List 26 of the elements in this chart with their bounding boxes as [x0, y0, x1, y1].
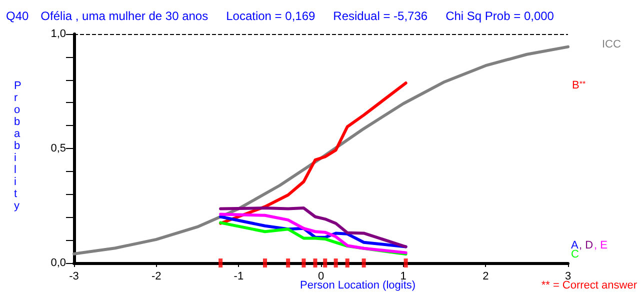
- x-tick-label: -3: [69, 270, 79, 282]
- text: ICC: [602, 38, 621, 50]
- text: Chi Sq Prob = 0,000: [446, 9, 554, 23]
- text: Residual = -5,736: [333, 9, 428, 23]
- line-series: [219, 212, 408, 254]
- text: C: [571, 248, 579, 260]
- x-tick-label: -2: [151, 270, 162, 282]
- text: , D: [579, 240, 594, 252]
- line-series: [219, 206, 408, 248]
- y-tick-label: 0,0: [50, 257, 66, 269]
- text: B**: [572, 80, 586, 92]
- x-tick-label: 1: [400, 270, 406, 282]
- chart-subtitle: Ofélia , uma mulher de 30 anos: [40, 9, 208, 23]
- line-series: [219, 82, 408, 225]
- chart-title: Q40: [6, 9, 30, 23]
- text: , E: [594, 240, 608, 252]
- x-tick-label: 2: [482, 270, 489, 282]
- text: Location = 0,169: [226, 9, 316, 23]
- line-series: [72, 45, 570, 256]
- x-axis-title: Person Location (logits): [300, 280, 416, 292]
- x-tick-label: 0: [318, 270, 324, 282]
- text: Probability: [14, 80, 22, 212]
- text: ** = Correct answer: [541, 280, 638, 292]
- y-tick-label: 0,5: [50, 142, 66, 154]
- x-tick-label: -1: [234, 270, 244, 282]
- y-tick-label: 1,0: [50, 28, 66, 40]
